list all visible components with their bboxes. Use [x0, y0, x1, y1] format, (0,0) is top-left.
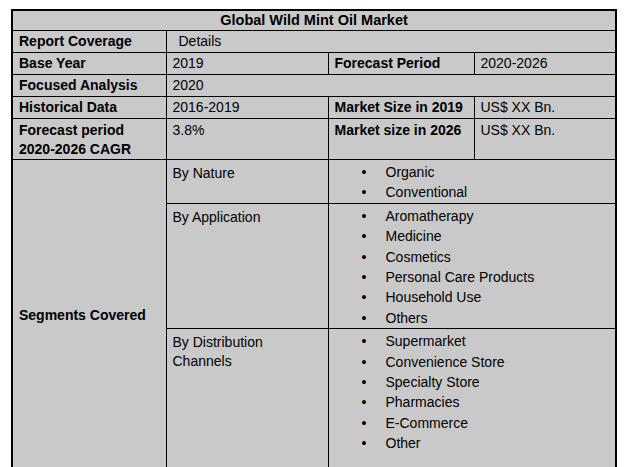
row-value-forecast-cagr: 3.8% [166, 119, 328, 160]
segment-items-distribution: Supermarket Convenience Store Specialty … [328, 329, 616, 467]
segment-group-name-application: By Application [166, 203, 328, 328]
title-row: Global Wild Mint Oil Market [12, 10, 616, 31]
forecast-cagr-label-line1: Forecast period [19, 121, 160, 140]
table-title: Global Wild Mint Oil Market [12, 10, 616, 31]
segment-item: Conventional [329, 182, 616, 202]
segment-item: Aromatherapy [329, 206, 616, 226]
segment-item: E-Commerce [329, 413, 616, 433]
row-label-forecast-cagr: Forecast period 2020-2026 CAGR [12, 119, 166, 160]
segment-item: Personal Care Products [329, 267, 616, 287]
row-value-market-size-2019: US$ XX Bn. [474, 97, 616, 119]
bullet-list: Supermarket Convenience Store Specialty … [329, 331, 616, 453]
segment-item: Specialty Store [329, 372, 616, 392]
bullet-list: Aromatherapy Medicine Cosmetics Personal… [329, 206, 616, 328]
segment-row-nature: Segments Covered By Nature Organic Conve… [12, 160, 616, 204]
page: Global Wild Mint Oil Market Report Cover… [0, 0, 625, 467]
row-label-market-size-2026: Market size in 2026 [328, 119, 474, 160]
forecast-cagr-label-line2: 2020-2026 CAGR [19, 140, 160, 159]
base-year-row: Base Year 2019 Forecast Period 2020-2026 [12, 53, 616, 75]
focused-analysis-row: Focused Analysis 2020 [12, 75, 616, 97]
segment-item: Others [329, 308, 616, 328]
row-value-historical-data: 2016-2019 [166, 97, 328, 119]
row-value-focused-analysis: 2020 [166, 75, 616, 97]
row-label-forecast-period: Forecast Period [328, 53, 474, 75]
historical-data-row: Historical Data 2016-2019 Market Size in… [12, 97, 616, 119]
row-label-focused-analysis: Focused Analysis [12, 75, 166, 97]
forecast-cagr-row: Forecast period 2020-2026 CAGR 3.8% Mark… [12, 119, 616, 160]
segment-item: Cosmetics [329, 247, 616, 267]
bullet-list: Organic Conventional [329, 162, 616, 203]
row-value-market-size-2026: US$ XX Bn. [474, 119, 616, 160]
segment-item: Convenience Store [329, 352, 616, 372]
segment-group-name-distribution: By Distribution Channels [166, 329, 328, 467]
segment-item: Supermarket [329, 331, 616, 351]
row-value-forecast-period: 2020-2026 [474, 53, 616, 75]
segment-item: Organic [329, 162, 616, 182]
row-value-report-coverage: Details [166, 31, 616, 53]
row-value-base-year: 2019 [166, 53, 328, 75]
row-label-historical-data: Historical Data [12, 97, 166, 119]
row-label-market-size-2019: Market Size in 2019 [328, 97, 474, 119]
report-coverage-row: Report Coverage Details [12, 31, 616, 53]
row-label-report-coverage: Report Coverage [12, 31, 166, 53]
segments-covered-label: Segments Covered [12, 160, 166, 467]
segment-items-nature: Organic Conventional [328, 160, 616, 204]
row-label-base-year: Base Year [12, 53, 166, 75]
segment-item: Household Use [329, 287, 616, 307]
segment-group-name-nature: By Nature [166, 160, 328, 204]
segment-item: Pharmacies [329, 392, 616, 412]
segment-items-application: Aromatherapy Medicine Cosmetics Personal… [328, 203, 616, 328]
market-report-table: Global Wild Mint Oil Market Report Cover… [11, 9, 617, 467]
segment-item: Other [329, 433, 616, 453]
segment-item: Medicine [329, 226, 616, 246]
